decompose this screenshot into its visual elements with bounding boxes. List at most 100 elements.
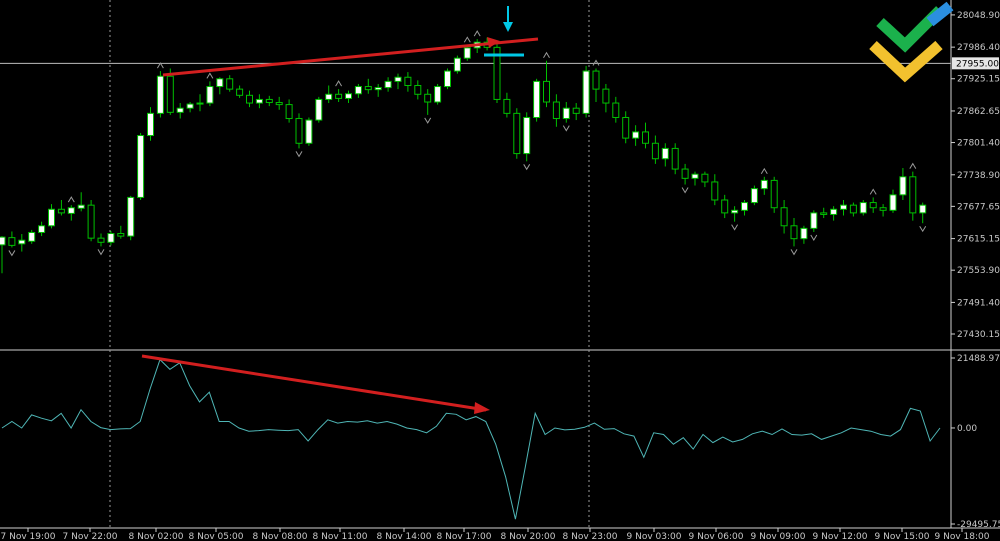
candle-body <box>632 131 640 139</box>
fractal-down-marker <box>790 249 798 256</box>
current-price-label: 27955.00 <box>956 59 999 69</box>
candle-body <box>810 212 818 229</box>
fractal-down-marker <box>810 234 818 241</box>
candle-body <box>226 78 234 90</box>
candle-body <box>721 199 729 214</box>
candle-body <box>671 147 679 170</box>
fractal-down-marker <box>8 250 16 257</box>
candle-body <box>770 179 778 209</box>
time-tick-label: 9 Nov 06:00 <box>689 532 744 541</box>
time-tick-label: 8 Nov 23:00 <box>563 532 618 541</box>
candle-body <box>354 86 362 95</box>
price-tick-label: 27430.15 <box>957 330 1000 340</box>
candle-body <box>305 119 313 144</box>
fractal-up-marker <box>592 59 600 66</box>
osc-tick-label: -29495.7563 <box>957 520 1000 530</box>
candle-body <box>345 93 352 99</box>
candle-body <box>0 236 6 246</box>
candle-body <box>364 86 372 91</box>
candle-body <box>523 116 531 155</box>
candle-body <box>246 94 253 104</box>
fractal-down-marker <box>295 151 303 158</box>
candle-body <box>731 209 739 214</box>
candle-body <box>840 204 847 210</box>
time-tick-label: 8 Nov 20:00 <box>501 532 556 541</box>
candle-body <box>453 57 461 72</box>
candle-body <box>97 237 105 243</box>
price-panel: 28048.90 27986.40 27925.15 27862.65 27801.40… <box>0 0 1000 528</box>
candle-body <box>335 93 343 99</box>
logo-blue-stroke <box>926 1 954 27</box>
signal-arrow-head <box>503 22 513 32</box>
candle-body <box>572 107 580 114</box>
candle-body <box>463 47 471 59</box>
fractal-up-marker <box>543 51 550 59</box>
candle-body <box>562 107 570 120</box>
candle-body <box>849 204 857 214</box>
candle-body <box>434 86 442 103</box>
candle-body <box>166 75 174 113</box>
annotations <box>141 6 539 414</box>
fractal-up-marker <box>463 36 471 43</box>
candle-body <box>691 173 699 179</box>
candle-body <box>384 80 392 89</box>
fractal-up-marker <box>760 167 768 175</box>
candle-body <box>820 212 828 215</box>
fractal-up-marker <box>473 30 481 37</box>
candle-body <box>750 188 758 204</box>
candle-body <box>869 202 877 209</box>
price-tick-label: 27491.40 <box>957 298 1000 308</box>
candle-body <box>444 70 451 88</box>
candle-body <box>780 207 788 227</box>
fractal-down-marker <box>97 249 105 256</box>
price-tick-label: 27677.65 <box>957 202 1000 212</box>
fractal-up-marker <box>335 80 343 87</box>
candle-body <box>57 208 65 214</box>
candle-body <box>899 176 907 196</box>
candle-body <box>830 208 838 215</box>
price-tick-label: 27862.65 <box>957 107 1000 117</box>
time-tick-label: 9 Nov 03:00 <box>627 532 682 541</box>
time-tick-label: 8 Nov 05:00 <box>189 532 244 541</box>
candle-body <box>889 194 897 211</box>
candle-body <box>602 88 610 104</box>
time-tick-label: 9 Nov 12:00 <box>813 532 868 541</box>
oscillator-trendline-arrowhead <box>474 402 490 414</box>
logo-green-stroke <box>876 6 944 53</box>
candle-body <box>642 131 649 144</box>
candle-body <box>651 142 659 160</box>
oscillator-panel: 21488.9712 0.00 -29495.7563 <box>1 354 1000 530</box>
fractal-up-marker <box>67 196 75 203</box>
candle-body <box>503 98 511 114</box>
time-tick-label: 8 Nov 14:00 <box>377 532 432 541</box>
candle-body <box>859 202 867 214</box>
candle-body <box>196 102 204 105</box>
current-price-box <box>952 57 999 70</box>
price-tick-label: 28048.90 <box>957 11 1000 21</box>
candle-body <box>77 204 85 209</box>
candle-body <box>879 207 887 211</box>
candle-body <box>127 196 135 237</box>
candle-body <box>681 168 689 179</box>
candle-body <box>582 70 590 114</box>
candle-body <box>404 76 412 87</box>
time-tick-label: 7 Nov 19:00 <box>1 532 56 541</box>
broker-logo <box>869 1 954 83</box>
fractal-down-marker <box>523 164 531 171</box>
price-trendline <box>162 37 539 77</box>
price-tick-label: 27553.90 <box>957 266 1000 276</box>
candle-body <box>38 225 46 233</box>
candle-body <box>117 233 125 237</box>
candle-body <box>592 70 600 90</box>
time-tick-label: 8 Nov 08:00 <box>253 532 308 541</box>
candle-body <box>394 76 402 82</box>
oscillator-line <box>1 358 941 520</box>
candle-body <box>790 225 798 240</box>
candle-body <box>236 88 244 96</box>
candle-body <box>18 239 26 245</box>
candle-body <box>275 102 283 106</box>
candle-body <box>28 231 36 242</box>
candle-body <box>315 98 323 121</box>
fractal-down-marker <box>681 187 689 194</box>
